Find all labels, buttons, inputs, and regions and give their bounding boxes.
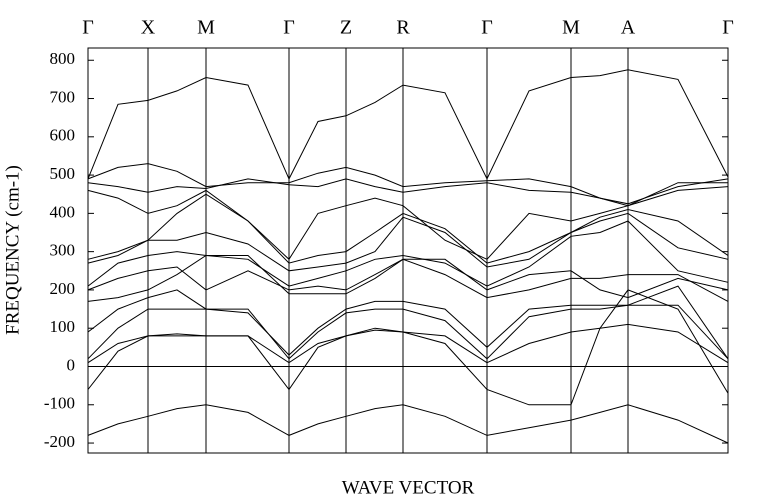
- x-axis-title: WAVE VECTOR: [342, 477, 475, 498]
- band-line: [87, 258, 729, 299]
- y-tick-label: 700: [50, 87, 76, 106]
- band-line: [87, 220, 729, 287]
- band-line: [87, 178, 729, 207]
- y-tick-label: 600: [50, 126, 76, 145]
- band-line: [87, 304, 729, 360]
- x-tick-label: M: [197, 17, 215, 39]
- band-line: [87, 285, 729, 360]
- x-tick-label: M: [562, 17, 580, 39]
- band-line: [87, 212, 729, 272]
- x-tick-label: Z: [340, 17, 352, 39]
- band-line: [87, 163, 729, 205]
- plot-frame: [87, 47, 729, 454]
- band-line: [87, 193, 729, 264]
- y-tick-label: -100: [44, 394, 75, 413]
- x-tick-label: A: [621, 17, 636, 39]
- y-tick-label: 0: [67, 355, 76, 374]
- y-tick-label: 300: [50, 241, 76, 260]
- x-tick-label: X: [141, 17, 156, 39]
- x-tick-label: Γ: [722, 17, 734, 39]
- y-tick-label: -200: [44, 432, 75, 451]
- x-tick-label: Γ: [283, 17, 295, 39]
- y-tick-label: 400: [50, 202, 76, 221]
- band-line: [87, 289, 729, 406]
- band-line: [87, 404, 729, 444]
- band-line: [87, 69, 729, 181]
- x-tick-label: R: [396, 17, 410, 39]
- band-line: [87, 182, 728, 261]
- x-tick-label: Γ: [82, 17, 94, 39]
- band-line: [87, 323, 729, 364]
- y-tick-label: 100: [50, 317, 76, 336]
- y-tick-label: 500: [50, 164, 76, 183]
- x-tick-label: Γ: [481, 17, 493, 39]
- y-tick-label: 200: [50, 279, 76, 298]
- y-tick-label: 800: [50, 49, 76, 68]
- band-line: [87, 255, 729, 302]
- y-axis-title: FREQUENCY (cm-1): [2, 165, 23, 335]
